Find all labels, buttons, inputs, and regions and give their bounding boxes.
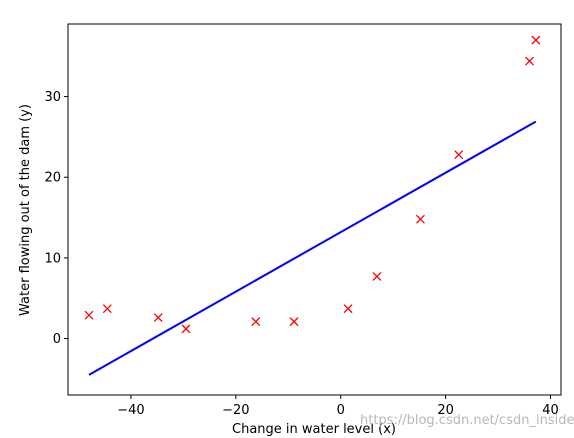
x-tick-label: −20 — [222, 403, 249, 418]
data-point — [102, 304, 112, 314]
y-tick-label: 0 — [53, 332, 61, 347]
data-point — [84, 310, 94, 320]
data-point — [343, 304, 353, 314]
x-axis: −40 −20 0 20 40 — [117, 395, 559, 418]
data-point — [289, 317, 299, 327]
data-point — [415, 214, 425, 224]
y-tick-label: 10 — [44, 251, 61, 266]
data-point — [153, 313, 163, 323]
data-point — [251, 317, 261, 327]
x-tick-label: 20 — [437, 403, 454, 418]
fit-line — [88, 120, 537, 376]
data-point — [531, 35, 541, 45]
y-tick-label: 30 — [44, 90, 61, 105]
y-tick-label: 20 — [44, 171, 61, 186]
data-point — [181, 324, 191, 334]
x-tick-label: 40 — [542, 403, 559, 418]
plot-frame — [67, 23, 562, 396]
chart-marks — [84, 35, 541, 376]
data-point — [454, 150, 464, 160]
x-axis-label: Change in water level (x) — [232, 422, 396, 437]
y-axis: 0 10 20 30 — [44, 90, 68, 347]
watermark: https://blog.csdn.net/csdn_inside — [360, 413, 574, 428]
data-point — [525, 56, 534, 66]
data-point — [372, 271, 382, 281]
y-axis-label: Water flowing out of the dam (y) — [18, 104, 33, 316]
x-tick-label: 0 — [337, 403, 345, 418]
x-tick-label: −40 — [117, 403, 144, 418]
